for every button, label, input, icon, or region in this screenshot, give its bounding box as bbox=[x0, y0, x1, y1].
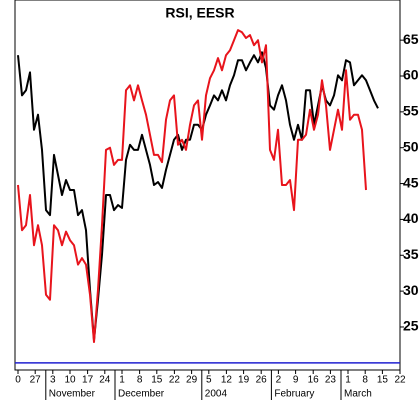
y-tick-label: 50 bbox=[403, 138, 419, 154]
month-label: March bbox=[344, 389, 372, 400]
x-tick-label: 26 bbox=[256, 375, 268, 386]
y-tick-label: 65 bbox=[403, 31, 419, 47]
x-tick-label: 15 bbox=[377, 375, 389, 386]
x-tick-label: 3 bbox=[50, 375, 56, 386]
x-tick-label: 16 bbox=[308, 375, 320, 386]
x-tick-label: 12 bbox=[221, 375, 233, 386]
x-tick-label: 0 bbox=[15, 375, 21, 386]
y-tick-label: 30 bbox=[403, 282, 419, 298]
x-tick-label: 2 bbox=[276, 375, 282, 386]
y-tick-label: 40 bbox=[403, 210, 419, 226]
x-tick-label: 9 bbox=[293, 375, 299, 386]
x-tick-label: 23 bbox=[325, 375, 337, 386]
month-label: December bbox=[118, 389, 165, 400]
x-tick-label: 8 bbox=[137, 375, 143, 386]
x-tick-label: 5 bbox=[206, 375, 212, 386]
y-tick-label: 60 bbox=[403, 67, 419, 83]
y-tick-label: 35 bbox=[403, 246, 419, 262]
x-tick-label: 1 bbox=[119, 375, 125, 386]
x-tick-label: 29 bbox=[186, 375, 198, 386]
x-tick-label: 24 bbox=[99, 375, 111, 386]
y-tick-label: 25 bbox=[403, 318, 419, 334]
x-tick-label: 15 bbox=[151, 375, 163, 386]
month-label: November bbox=[49, 389, 96, 400]
x-tick-label: 17 bbox=[82, 375, 94, 386]
chart-title: RSI, EESR bbox=[165, 5, 234, 21]
y-tick-label: 45 bbox=[403, 174, 419, 190]
x-tick-label: 19 bbox=[238, 375, 250, 386]
x-tick-label: 22 bbox=[394, 375, 406, 386]
x-tick-label: 22 bbox=[169, 375, 181, 386]
month-label: 2004 bbox=[205, 389, 228, 400]
x-tick-label: 10 bbox=[64, 375, 76, 386]
month-label: February bbox=[274, 389, 314, 400]
y-tick-label: 55 bbox=[403, 103, 419, 119]
x-tick-label: 8 bbox=[362, 375, 368, 386]
x-tick-label: 27 bbox=[30, 375, 42, 386]
x-tick-label: 1 bbox=[345, 375, 351, 386]
plot-frame bbox=[14, 0, 401, 371]
series-line bbox=[17, 51, 379, 341]
series-line bbox=[17, 29, 367, 343]
